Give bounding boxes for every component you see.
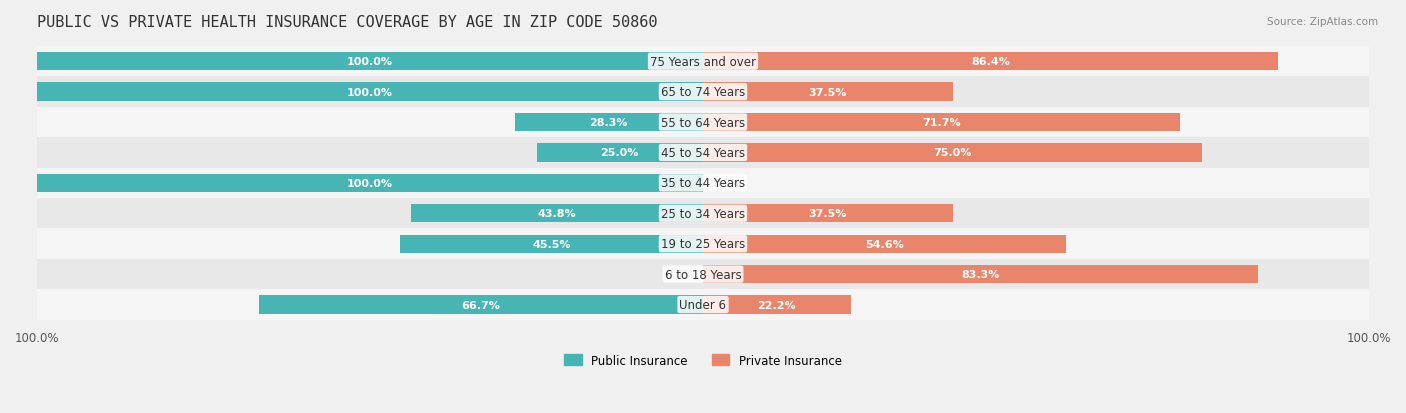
Text: 55 to 64 Years: 55 to 64 Years	[661, 116, 745, 129]
Text: 65 to 74 Years: 65 to 74 Years	[661, 86, 745, 99]
Bar	[37, 259, 1369, 290]
Bar	[37, 199, 1369, 229]
Bar	[37, 83, 703, 102]
Text: 86.4%: 86.4%	[972, 57, 1010, 67]
Text: 83.3%: 83.3%	[962, 269, 1000, 280]
Text: 6 to 18 Years: 6 to 18 Years	[665, 268, 741, 281]
Text: 37.5%: 37.5%	[808, 209, 846, 219]
Bar	[703, 235, 1067, 253]
Text: 28.3%: 28.3%	[589, 118, 628, 128]
Text: 45.5%: 45.5%	[533, 239, 571, 249]
Legend: Public Insurance, Private Insurance: Public Insurance, Private Insurance	[560, 349, 846, 371]
Bar	[703, 296, 851, 314]
Bar	[537, 144, 703, 162]
Text: 37.5%: 37.5%	[808, 88, 846, 97]
Text: 100.0%: 100.0%	[347, 88, 394, 97]
Bar	[401, 235, 703, 253]
Text: 100.0%: 100.0%	[347, 178, 394, 188]
Text: Under 6: Under 6	[679, 298, 727, 311]
Text: 22.2%: 22.2%	[758, 300, 796, 310]
Bar	[37, 290, 1369, 320]
Bar	[703, 265, 1257, 284]
Text: Source: ZipAtlas.com: Source: ZipAtlas.com	[1267, 17, 1378, 26]
Text: 35 to 44 Years: 35 to 44 Years	[661, 177, 745, 190]
Bar	[703, 83, 953, 102]
Bar	[703, 144, 1202, 162]
Text: 66.7%: 66.7%	[461, 300, 501, 310]
Bar	[37, 138, 1369, 168]
Text: 19 to 25 Years: 19 to 25 Years	[661, 237, 745, 251]
Text: 54.6%: 54.6%	[865, 239, 904, 249]
Text: 45 to 54 Years: 45 to 54 Years	[661, 147, 745, 159]
Text: 75 Years and over: 75 Years and over	[650, 55, 756, 69]
Bar	[37, 229, 1369, 259]
Text: PUBLIC VS PRIVATE HEALTH INSURANCE COVERAGE BY AGE IN ZIP CODE 50860: PUBLIC VS PRIVATE HEALTH INSURANCE COVER…	[37, 15, 658, 30]
Text: 100.0%: 100.0%	[347, 57, 394, 67]
Bar	[37, 47, 1369, 77]
Bar	[37, 174, 703, 192]
Bar	[703, 205, 953, 223]
Bar	[259, 296, 703, 314]
Text: 25.0%: 25.0%	[600, 148, 638, 158]
Text: 25 to 34 Years: 25 to 34 Years	[661, 207, 745, 220]
Bar	[37, 53, 703, 71]
Bar	[515, 114, 703, 132]
Bar	[703, 53, 1278, 71]
Text: 75.0%: 75.0%	[934, 148, 972, 158]
Text: 0.0%: 0.0%	[713, 178, 741, 188]
Bar	[37, 77, 1369, 107]
Bar	[703, 114, 1181, 132]
Bar	[37, 107, 1369, 138]
Text: 71.7%: 71.7%	[922, 118, 960, 128]
Bar	[37, 168, 1369, 199]
Text: 43.8%: 43.8%	[538, 209, 576, 219]
Bar	[412, 205, 703, 223]
Text: 0.0%: 0.0%	[665, 269, 693, 280]
